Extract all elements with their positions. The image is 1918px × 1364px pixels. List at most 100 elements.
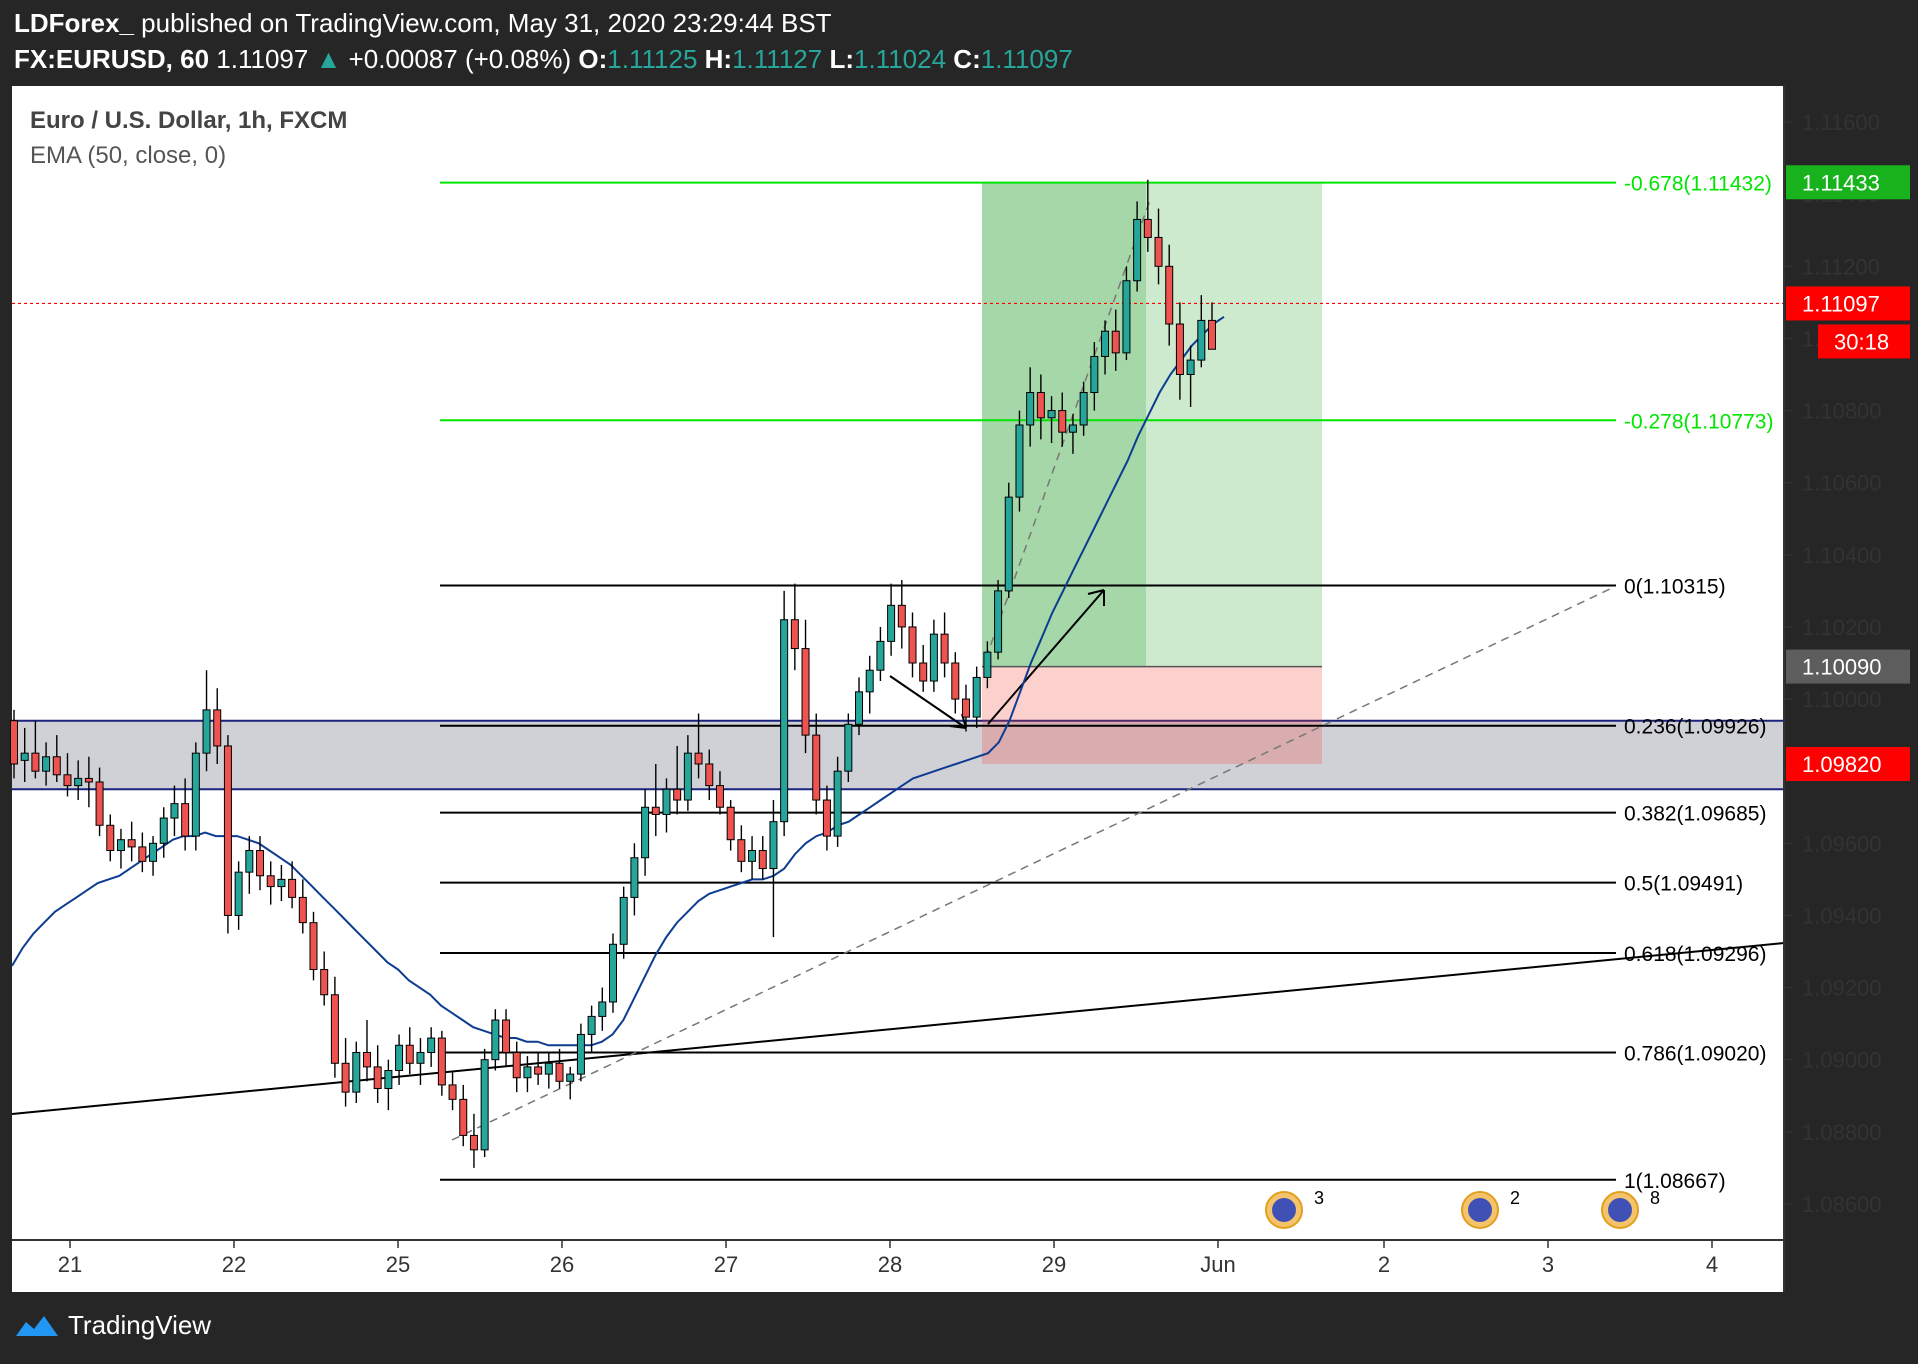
candle [737, 825, 746, 873]
candle-body [1186, 359, 1195, 376]
candle [769, 800, 778, 938]
candle-body [876, 640, 885, 671]
candle [20, 727, 29, 783]
candle-body [822, 799, 831, 837]
candle [384, 1059, 393, 1111]
candle-body [202, 709, 211, 754]
dashed-projection [451, 587, 1613, 1141]
candle [1133, 201, 1142, 292]
candle-body [469, 1134, 478, 1151]
candle-body [1015, 424, 1024, 498]
candle [31, 720, 40, 779]
y-tick-label: 1.09000 [1802, 1048, 1882, 1073]
candle [855, 677, 864, 736]
price-tag: 30:18 [1818, 324, 1910, 359]
candle-body [491, 1019, 500, 1061]
price-tag: 1.09820 [1786, 746, 1910, 781]
fib-label: 0.382(1.09685) [1624, 803, 1766, 826]
candle [790, 583, 799, 671]
candle [662, 778, 671, 833]
candle [1036, 374, 1045, 440]
x-tick-label: 2 [1378, 1252, 1390, 1277]
candle-body [812, 734, 821, 801]
candle-body [10, 720, 18, 765]
candle-body [266, 875, 275, 888]
candle [191, 742, 200, 851]
candle [683, 735, 692, 811]
candle [523, 1056, 532, 1093]
candle-body [1079, 392, 1088, 426]
candle-body [384, 1070, 393, 1090]
candle [1090, 342, 1099, 411]
candle-body [694, 752, 703, 765]
candle [876, 626, 885, 682]
price-tag: 1.11433 [1786, 165, 1910, 200]
time-axis[interactable]: 21 22 25 26 27 28 29 Jun 2 3 4 [58, 1240, 1718, 1277]
candle [170, 785, 179, 837]
event-badge: 2 [1461, 1188, 1520, 1229]
candle-body [1165, 265, 1174, 325]
candle-body [213, 709, 222, 747]
footer-brand: TradingView [14, 1310, 211, 1341]
candle [951, 652, 960, 714]
candle [940, 612, 949, 678]
candle [138, 832, 147, 873]
candles-group [10, 179, 1216, 1168]
candle-body [170, 803, 179, 819]
brand-name[interactable]: TradingView [68, 1310, 212, 1340]
candle [10, 709, 18, 779]
candle-body [42, 756, 51, 772]
candle-body [994, 590, 1003, 653]
price-tag-bg [1786, 286, 1910, 321]
candle-body [683, 752, 692, 801]
candle [780, 590, 789, 837]
candle [865, 655, 874, 714]
candle [116, 828, 125, 869]
y-tick-label: 1.09200 [1802, 976, 1882, 1001]
candle [266, 861, 275, 905]
candle [106, 814, 115, 862]
price-tag-bg [1786, 165, 1910, 200]
ohlc-header: FX:EURUSD, 60 1.11097 ▲ +0.00087 (+0.08%… [14, 44, 1073, 75]
candle-body [865, 669, 874, 693]
candle-body [598, 1001, 607, 1017]
candle-body [651, 806, 660, 815]
candle-body [480, 1059, 489, 1151]
candle [42, 742, 51, 786]
candle-body [1090, 355, 1099, 394]
candle [469, 1113, 478, 1168]
candle-body [662, 788, 671, 815]
publish-text: published on TradingView.com, May 31, 20… [141, 8, 832, 38]
candle [234, 861, 243, 930]
x-tick-label: 3 [1542, 1252, 1554, 1277]
candle-body [149, 842, 158, 862]
candle-body [298, 896, 307, 924]
low-value: 1.11024 [854, 44, 947, 74]
open-value: 1.11125 [607, 44, 698, 74]
candle-body [929, 633, 938, 682]
candle-body [459, 1098, 468, 1136]
price-tag-text: 1.11097 [1802, 291, 1880, 316]
y-tick-label: 1.10200 [1802, 615, 1882, 640]
price-tag-bg [1786, 649, 1910, 684]
candle [288, 861, 297, 909]
candle [1208, 302, 1216, 350]
legend-indicator: EMA (50, close, 0) [30, 142, 226, 169]
fib-label: -0.678(1.11432) [1624, 173, 1772, 196]
candle [555, 1048, 564, 1089]
candle-body [1068, 424, 1077, 433]
candle [1101, 320, 1110, 375]
candle [1004, 482, 1013, 599]
candle [887, 583, 896, 656]
candle-body [437, 1037, 446, 1086]
candle [1165, 244, 1174, 346]
author-name[interactable]: LDForex_ [14, 8, 134, 38]
candle-body [223, 745, 232, 916]
event-count: 3 [1314, 1188, 1324, 1208]
candle [256, 836, 265, 891]
candle [1026, 367, 1035, 447]
candle [897, 580, 906, 649]
candle [908, 612, 917, 678]
price-axis[interactable]: 1.116001.114001.112001.110001.108001.106… [1784, 110, 1882, 1217]
